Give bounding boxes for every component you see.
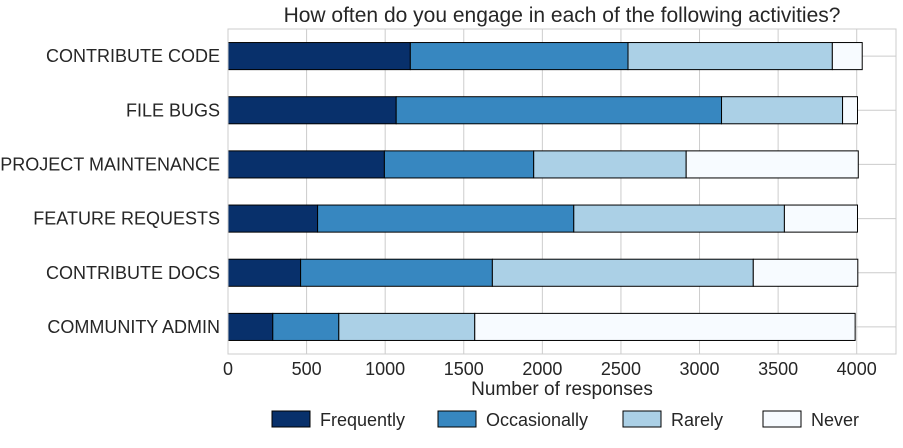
x-tick-label: 3000 [680,359,720,379]
bar-segment-frequently [227,204,319,233]
bar-segment-rarely [721,96,844,125]
bar-segment-rarely [627,42,833,71]
chart-title: How often do you engage in each of the f… [284,4,841,27]
y-tick-label: COMMUNITY ADMIN [47,317,220,337]
bar-segment-frequently [227,42,411,71]
bar-segment-never [685,150,859,179]
legend-label: Frequently [320,410,405,430]
plot-area-frame [227,28,897,355]
x-tick-label: 2000 [522,359,562,379]
x-tick-label: 3500 [758,359,798,379]
bar-segment-never [842,96,858,125]
x-tick-label: 2500 [601,359,641,379]
bar-segment-occasionally [383,150,535,179]
legend-label: Never [811,410,859,430]
x-tick-label: 0 [223,359,233,379]
bar-segment-occasionally [272,312,340,341]
x-tick-label: 4000 [837,359,877,379]
bar-segment-frequently [227,150,385,179]
y-tick-label: FILE BUGS [126,100,220,120]
legend: Frequently Occasionally Rarely Never [271,410,859,430]
bar-segment-rarely [573,204,785,233]
bar-segment-frequently [227,258,302,287]
legend-label: Rarely [671,410,723,430]
legend-item-never: Never [762,410,859,430]
bar-segment-frequently [227,312,274,341]
bar-segment-occasionally [409,42,629,71]
bar-segment-frequently [227,96,397,125]
y-tick-label: FEATURE REQUESTS [33,209,220,229]
bar-segment-never [474,312,856,341]
legend-item-occasionally: Occasionally [437,410,588,430]
legend-label: Occasionally [486,410,588,430]
x-tick-label: 1500 [444,359,484,379]
legend-swatch [622,410,662,428]
x-tick-label: 1000 [365,359,405,379]
y-tick-labels: CONTRIBUTE CODE FILE BUGS PROJECT MAINTENA… [0,46,220,337]
x-tick-labels: 0 500 1000 1500 2000 2500 3000 3500 4000 [223,359,877,379]
bar-segment-occasionally [395,96,723,125]
y-tick-label: PROJECT MAINTENANCE [0,154,220,174]
bar-segment-never [783,204,858,233]
bar-segment-occasionally [300,258,493,287]
bars-layer [227,42,863,341]
x-tick-label: 500 [292,359,322,379]
plot-area-background [228,29,896,354]
legend-swatch [762,410,802,428]
bar-segment-rarely [491,258,754,287]
y-tick-label: CONTRIBUTE CODE [46,46,220,66]
y-tick-label: CONTRIBUTE DOCS [46,263,220,283]
legend-item-rarely: Rarely [622,410,723,430]
bar-segment-never [752,258,859,287]
bar-segment-never [831,42,863,71]
legend-item-frequently: Frequently [271,410,405,430]
bar-segment-occasionally [317,204,575,233]
legend-swatch [271,410,311,428]
legend-swatch [437,410,477,428]
bar-segment-rarely [338,312,476,341]
bar-segment-rarely [533,150,687,179]
x-axis-label: Number of responses [471,379,653,400]
